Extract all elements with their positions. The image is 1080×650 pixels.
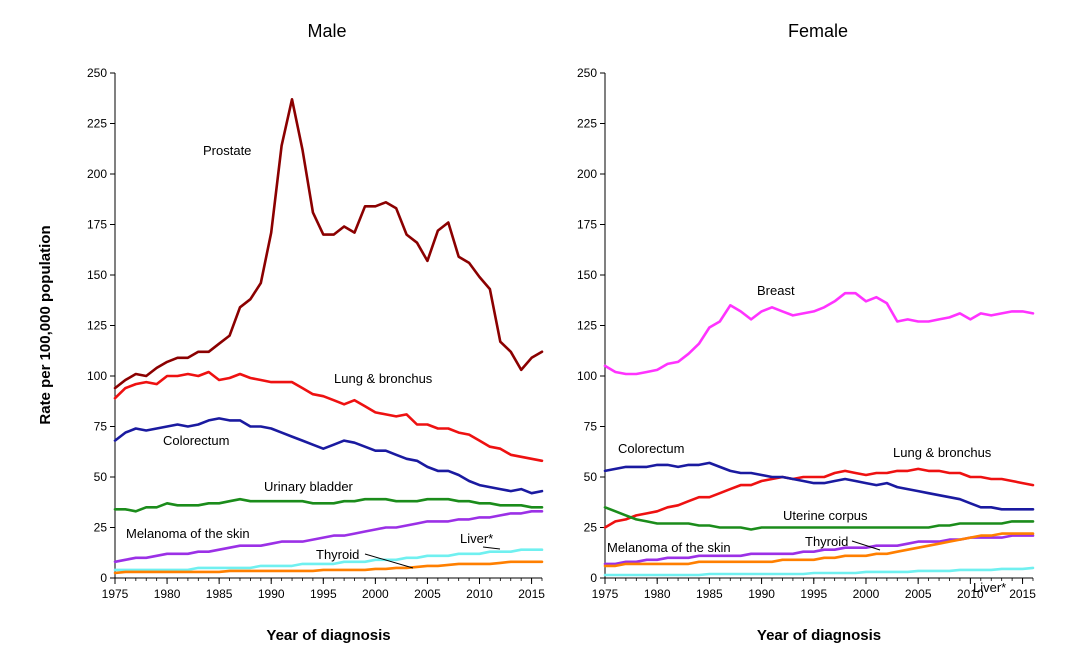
plot-area-male: 0 25 50 75 100 125 150 175 200 225 250 1975 1980 1985… xyxy=(87,66,545,644)
series-label-lung-bronchus-female: Lung & bronchus xyxy=(893,445,992,460)
x-axis-title-male: Year of diagnosis xyxy=(266,627,390,644)
series-line-urinary-bladder-male xyxy=(113,497,544,513)
panel-male: Male 0 25 50 75 100 125 150 175 200 225 250 1975 198… xyxy=(87,21,545,644)
x-tick-label-male: 2000 xyxy=(362,587,389,601)
series-line-breast-female xyxy=(603,291,1035,376)
y-tick-label-female: 125 xyxy=(577,319,597,333)
x-tick-label-male: 1995 xyxy=(310,587,337,601)
x-tick-label-male: 2005 xyxy=(414,587,441,601)
y-tick-label-male: 125 xyxy=(87,319,107,333)
leader-line-thyroid-male xyxy=(364,553,414,569)
series-label-melanoma-female: Melanoma of the skin xyxy=(607,540,731,555)
x-tick-label-female: 1990 xyxy=(748,587,775,601)
x-tick-label-female: 2000 xyxy=(853,587,880,601)
x-tick-label-male: 1980 xyxy=(154,587,181,601)
y-tick-label-female: 225 xyxy=(577,117,597,131)
y-tick-label-female: 250 xyxy=(577,66,597,80)
y-tick-label-female: 25 xyxy=(584,521,598,535)
y-tick-label-male: 25 xyxy=(94,521,108,535)
series-line-thyroid-female xyxy=(603,532,1035,568)
x-tick-label-female: 1975 xyxy=(592,587,619,601)
x-tick-label-female: 2010 xyxy=(957,587,984,601)
x-tick-label-female: 1980 xyxy=(644,587,671,601)
y-tick-label-male: 200 xyxy=(87,167,107,181)
series-label-breast: Breast xyxy=(757,283,795,298)
y-tick-label-male: 0 xyxy=(100,571,107,585)
series-label-liver-female: Liver* xyxy=(973,580,1006,595)
y-axis-title: Rate per 100,000 population xyxy=(37,225,54,424)
x-tick-label-female: 1995 xyxy=(800,587,827,601)
x-tick-label-male: 1975 xyxy=(102,587,129,601)
y-tick-label-male: 50 xyxy=(94,470,108,484)
series-label-colorectum-male: Colorectum xyxy=(163,433,229,448)
panel-title-male: Male xyxy=(307,21,346,41)
x-tick-label-female: 2015 xyxy=(1009,587,1036,601)
series-line-lung-bronchus-male xyxy=(113,370,544,463)
x-tick-label-female: 2005 xyxy=(905,587,932,601)
series-label-thyroid-female: Thyroid xyxy=(805,534,848,549)
series-line-liver-male xyxy=(113,548,544,572)
x-tick-label-male: 1985 xyxy=(206,587,233,601)
y-tick-label-female: 100 xyxy=(577,369,597,383)
series-line-liver-female xyxy=(603,566,1035,577)
series-line-lung-bronchus-female xyxy=(603,467,1035,529)
series-line-melanoma-of-the-skin-male xyxy=(113,509,544,564)
series-line-uterine-corpus-female xyxy=(603,505,1035,531)
leader-line-liver-male xyxy=(482,546,501,550)
x-tick-label-male: 1990 xyxy=(258,587,285,601)
y-tick-label-male: 150 xyxy=(87,268,107,282)
y-tick-label-male: 175 xyxy=(87,218,107,232)
series-label-melanoma-male: Melanoma of the skin xyxy=(126,526,250,541)
y-tick-label-female: 200 xyxy=(577,167,597,181)
y-tick-label-female: 175 xyxy=(577,218,597,232)
y-tick-label-female: 0 xyxy=(590,571,597,585)
y-tick-label-male: 100 xyxy=(87,369,107,383)
series-line-colorectum-female xyxy=(603,461,1035,511)
series-line-colorectum-male xyxy=(113,417,544,495)
series-line-prostate-male xyxy=(113,98,544,390)
y-tick-label-female: 150 xyxy=(577,268,597,282)
series-label-uterine-corpus: Uterine corpus xyxy=(783,508,868,523)
y-tick-label-male: 225 xyxy=(87,117,107,131)
y-tick-label-female: 75 xyxy=(584,420,598,434)
panel-title-female: Female xyxy=(788,21,848,41)
panel-female: Female 0 25 50 75 100 125 150 175 200 225 250 1975 1… xyxy=(577,21,1036,644)
y-tick-label-male: 75 xyxy=(94,420,108,434)
y-tick-label-female: 50 xyxy=(584,470,598,484)
x-tick-label-male: 2010 xyxy=(466,587,493,601)
y-tick-label-male: 250 xyxy=(87,66,107,80)
series-label-lung-bronchus-male: Lung & bronchus xyxy=(334,371,433,386)
leader-line-thyroid-female xyxy=(851,540,881,551)
series-line-thyroid-male xyxy=(113,560,544,575)
series-label-prostate: Prostate xyxy=(203,143,251,158)
x-tick-label-male: 2015 xyxy=(518,587,545,601)
series-label-liver-male: Liver* xyxy=(460,531,493,546)
x-axis-title-female: Year of diagnosis xyxy=(757,627,881,644)
series-label-colorectum-female: Colorectum xyxy=(618,441,684,456)
plot-area-female: 0 25 50 75 100 125 150 175 200 225 250 1975 1980 1985… xyxy=(577,66,1036,644)
x-tick-label-female: 1985 xyxy=(696,587,723,601)
series-label-urinary-bladder: Urinary bladder xyxy=(264,479,354,494)
series-label-thyroid-male: Thyroid xyxy=(316,547,359,562)
